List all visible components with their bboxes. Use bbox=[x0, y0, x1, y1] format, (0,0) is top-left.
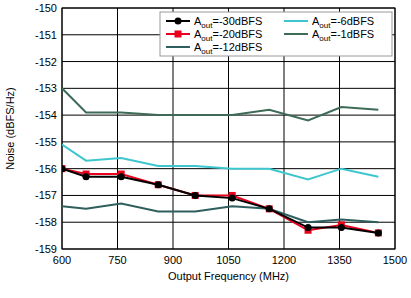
plot-marks bbox=[62, 88, 382, 236]
legend-label-sub: out bbox=[319, 21, 331, 30]
marker bbox=[375, 229, 382, 236]
legend-label-sub: out bbox=[201, 47, 213, 56]
tick-label: -154 bbox=[35, 109, 57, 121]
legend-label: Aout=-12dBFS bbox=[194, 41, 262, 56]
marker bbox=[266, 205, 273, 212]
legend-label-part: =-30dBFS bbox=[212, 15, 262, 27]
legend-swatch bbox=[166, 46, 190, 48]
legend-label-part: =-12dBFS bbox=[212, 41, 262, 53]
legend-label-sub: out bbox=[201, 21, 213, 30]
legend-box bbox=[160, 12, 392, 56]
grid-line bbox=[62, 222, 395, 223]
marker bbox=[338, 224, 345, 231]
tick-label: -152 bbox=[35, 56, 57, 68]
legend-label: Aout=-1dBFS bbox=[312, 28, 374, 43]
tick-label: -155 bbox=[35, 136, 57, 148]
tick-label: -156 bbox=[35, 163, 57, 175]
marker bbox=[266, 205, 273, 212]
grid-line bbox=[62, 88, 395, 89]
marker bbox=[62, 165, 66, 172]
marker bbox=[229, 195, 236, 202]
tick-label: 1350 bbox=[327, 254, 351, 266]
marker bbox=[192, 192, 199, 199]
legend-marker bbox=[175, 18, 182, 25]
tick-label: -159 bbox=[35, 243, 57, 255]
legend-label-part: =-6dBFS bbox=[330, 15, 374, 27]
grid-line bbox=[117, 8, 118, 249]
chart: 600 750 900 1050 1200 1350 1500 -159 -158 -157 -15… bbox=[0, 0, 411, 298]
x-axis-label: Output Frequency (MHz) bbox=[168, 270, 289, 282]
legend-label-part: =-1dBFS bbox=[330, 28, 374, 40]
tick-label: 900 bbox=[164, 254, 182, 266]
tick-label: -150 bbox=[35, 2, 57, 14]
grid-line bbox=[62, 141, 395, 142]
series-line bbox=[62, 203, 378, 222]
legend-label-sub: out bbox=[201, 34, 213, 43]
marker bbox=[305, 224, 312, 231]
marker bbox=[83, 173, 90, 180]
tick-label: -158 bbox=[35, 216, 57, 228]
legend-marker bbox=[175, 31, 182, 38]
legend-swatch bbox=[284, 20, 308, 22]
tick-label: 1050 bbox=[216, 254, 240, 266]
series-line bbox=[62, 169, 378, 233]
marker bbox=[155, 181, 162, 188]
tick-label: -157 bbox=[35, 189, 57, 201]
legend-swatch bbox=[284, 33, 308, 35]
legend: Aout=-30dBFSAout=-20dBFSAout=-12dBFSAout… bbox=[160, 12, 392, 56]
marker bbox=[375, 229, 382, 236]
series-line bbox=[62, 169, 378, 233]
tick-label: 1500 bbox=[383, 254, 407, 266]
tick-label: -153 bbox=[35, 82, 57, 94]
tick-label: -151 bbox=[35, 29, 57, 41]
y-axis-label: Noise (dBFS/Hz) bbox=[4, 87, 16, 170]
marker bbox=[118, 173, 125, 180]
tick-label: 600 bbox=[53, 254, 71, 266]
grid-line bbox=[62, 61, 395, 62]
plot-frame bbox=[62, 8, 395, 249]
series-line bbox=[62, 88, 378, 120]
tick-label: 750 bbox=[108, 254, 126, 266]
legend-label-part: =-20dBFS bbox=[212, 28, 262, 40]
legend-label-sub: out bbox=[319, 34, 331, 43]
marker bbox=[155, 181, 162, 188]
marker bbox=[62, 165, 66, 172]
tick-label: 1200 bbox=[272, 254, 296, 266]
background bbox=[0, 0, 411, 298]
marker bbox=[192, 192, 199, 199]
